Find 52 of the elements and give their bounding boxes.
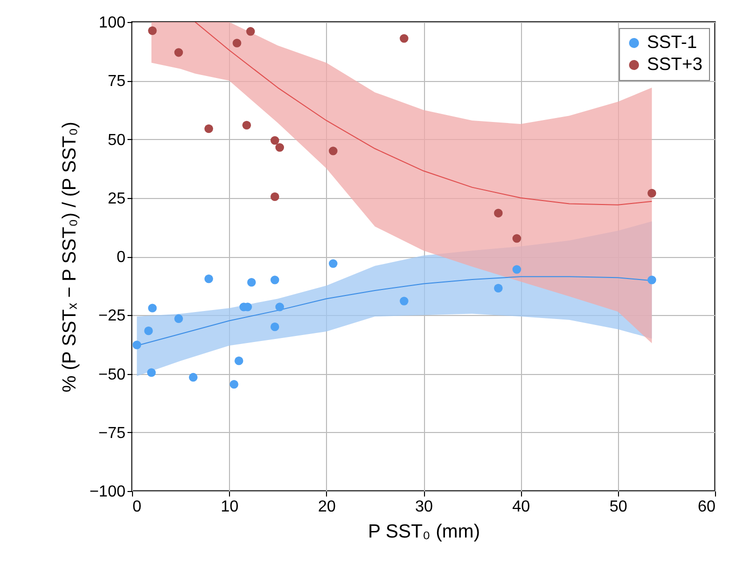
point [275,302,284,312]
point [400,296,408,306]
legend-label: SST-1 [647,32,698,52]
x-tick-label: 0 [132,498,142,516]
point [234,356,244,366]
point [512,234,522,243]
x-tick-label: 60 [698,498,716,516]
point [512,265,522,274]
point [275,143,284,152]
x-tick-label: 30 [415,498,433,516]
point [148,304,157,312]
point [648,276,656,284]
point [270,192,280,202]
y-axis-title: % (P SSTₓ − P SST₀) / (P SST₀) [59,122,80,392]
point [188,372,198,382]
point [270,136,280,145]
y-tick-label: 100 [98,14,126,32]
point [132,340,142,350]
point [204,124,214,134]
point [494,284,503,292]
point [270,276,280,284]
point [147,368,156,377]
point [232,38,242,48]
point [204,274,214,284]
y-tick-label: 75 [108,73,126,90]
point [148,26,157,35]
point [246,27,255,36]
point [400,34,408,43]
x-tick-label: 40 [512,498,530,516]
point [328,146,338,156]
point [174,314,183,323]
x-tick-label: 10 [220,498,239,516]
y-tick-label: 50 [108,132,126,149]
x-tick-label: 50 [609,498,628,516]
point [247,278,256,287]
point [328,259,338,268]
point [648,188,656,198]
point [230,380,238,389]
legend-label: SST+3 [647,54,703,74]
x-axis-title: P SST₀ (mm) [368,522,480,542]
y-tick-label: −50 [98,366,126,384]
point [494,208,503,218]
point [174,48,183,57]
y-tick-label: −100 [89,484,126,500]
point [242,120,251,130]
y-tick-label: −25 [98,308,126,325]
x-tick-label: 20 [318,498,336,516]
point [270,322,280,332]
point [144,326,153,336]
y-tick-label: 0 [116,249,126,266]
y-tick-label: 25 [108,190,126,208]
y-tick-label: −75 [98,424,126,442]
